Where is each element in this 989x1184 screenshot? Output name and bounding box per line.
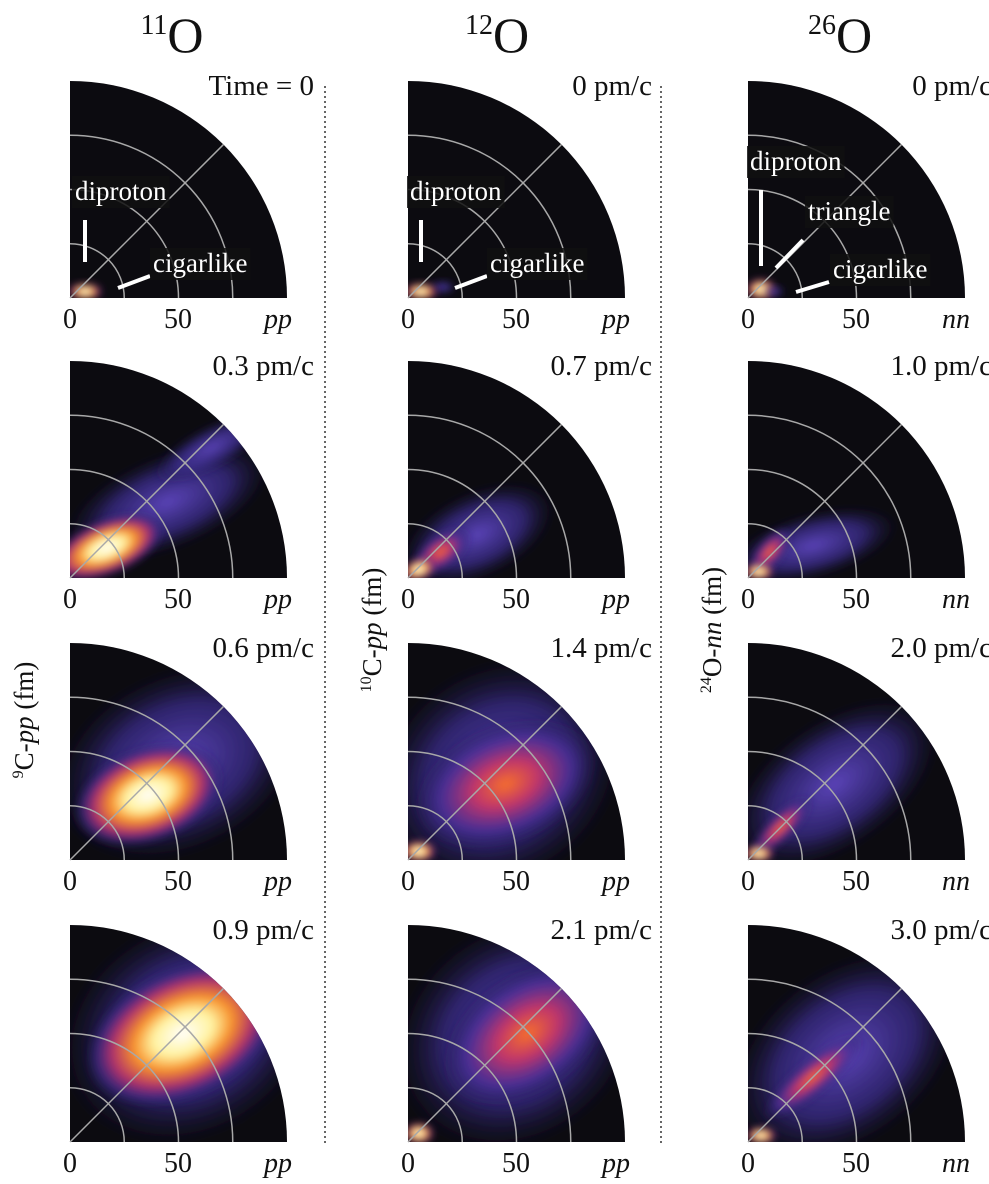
x-axis-label: pp — [262, 584, 292, 615]
core: C- — [9, 743, 39, 770]
time-label: 0 pm/c — [912, 70, 989, 102]
density-panel — [22, 625, 335, 900]
x-tick-label: 0 — [741, 304, 755, 335]
time-label: 0.6 pm/c — [213, 632, 315, 664]
pair: nn — [697, 622, 727, 649]
mass-number: 26 — [808, 10, 836, 41]
x-tick-label: 0 — [63, 1148, 77, 1179]
density-blob — [401, 840, 436, 862]
x-tick-label: 50 — [164, 304, 192, 335]
time-label: 0.7 pm/c — [551, 350, 653, 382]
annotation: cigarlike — [153, 248, 247, 278]
x-tick-label: 50 — [502, 866, 530, 897]
x-axis-label: nn — [942, 1148, 970, 1179]
time-label: 1.4 pm/c — [551, 632, 653, 664]
mass-number: 12 — [465, 10, 493, 41]
mass-number: 24 — [698, 677, 715, 693]
mass-number: 9 — [10, 770, 27, 778]
annotation: diproton — [750, 146, 842, 176]
x-tick-label: 0 — [401, 304, 415, 335]
time-label: 2.1 pm/c — [551, 914, 653, 946]
x-axis-label: pp — [600, 866, 630, 897]
x-axis-label: nn — [942, 866, 970, 897]
x-tick-label: 0 — [401, 584, 415, 615]
x-tick-label: 50 — [842, 866, 870, 897]
x-axis-label: pp — [262, 304, 292, 335]
x-tick-label: 50 — [164, 584, 192, 615]
x-axis-label: pp — [262, 1148, 292, 1179]
time-label: Time = 0 — [208, 70, 314, 102]
density-panel — [40, 361, 287, 597]
core: C- — [357, 649, 387, 676]
core: O- — [697, 649, 727, 678]
x-tick-label: 50 — [502, 584, 530, 615]
annotation: diproton — [410, 176, 502, 206]
x-tick-label: 50 — [842, 1148, 870, 1179]
time-label: 2.0 pm/c — [891, 632, 989, 664]
density-panel — [690, 907, 989, 1184]
x-tick-label: 50 — [842, 584, 870, 615]
unit: (fm) — [697, 567, 727, 622]
element-symbol: O — [836, 7, 872, 63]
density — [68, 283, 103, 300]
x-tick-label: 50 — [164, 1148, 192, 1179]
x-tick-label: 0 — [741, 866, 755, 897]
unit: (fm) — [9, 662, 39, 717]
x-tick-label: 50 — [502, 304, 530, 335]
x-axis-label: pp — [600, 304, 630, 335]
density-blob — [68, 283, 103, 300]
column-title: 12O — [465, 7, 529, 63]
x-tick-label: 0 — [63, 304, 77, 335]
column-title: 26O — [808, 7, 872, 63]
mass-number: 10 — [358, 676, 375, 692]
annotation: triangle — [808, 196, 890, 226]
x-axis-label: pp — [600, 584, 630, 615]
x-axis-label: nn — [942, 304, 970, 335]
annotation: diproton — [75, 176, 167, 206]
annotation: cigarlike — [490, 248, 584, 278]
element-symbol: O — [493, 7, 529, 63]
x-axis-label: nn — [942, 584, 970, 615]
density-blob — [763, 286, 785, 297]
pair: pp — [357, 622, 387, 651]
density-panel — [384, 361, 625, 609]
unit: (fm) — [357, 568, 387, 623]
time-label: 0.3 pm/c — [213, 350, 315, 382]
density-panel — [721, 361, 965, 599]
x-tick-label: 0 — [741, 1148, 755, 1179]
x-tick-label: 0 — [63, 584, 77, 615]
x-tick-label: 0 — [741, 584, 755, 615]
time-label: 1.0 pm/c — [891, 350, 989, 382]
time-label: 0 pm/c — [572, 70, 652, 102]
column-title: 11O — [140, 7, 203, 63]
x-tick-label: 50 — [842, 304, 870, 335]
pair: pp — [9, 716, 39, 745]
y-axis-label: 24O-nn (fm) — [697, 567, 727, 693]
element-symbol: O — [167, 7, 203, 63]
x-tick-label: 50 — [164, 866, 192, 897]
x-tick-label: 0 — [401, 1148, 415, 1179]
x-axis-label: pp — [262, 866, 292, 897]
mass-number: 11 — [140, 10, 167, 41]
y-axis-label: 9C-pp (fm) — [9, 662, 39, 779]
time-label: 3.0 pm/c — [891, 914, 989, 946]
x-tick-label: 0 — [63, 866, 77, 897]
x-axis-label: pp — [600, 1148, 630, 1179]
x-tick-label: 0 — [401, 866, 415, 897]
figure: 11O9C-pp (fm)Time = 0050ppdiprotoncigarl… — [0, 0, 989, 1184]
y-axis-label: 10C-pp (fm) — [357, 568, 387, 693]
x-tick-label: 50 — [502, 1148, 530, 1179]
time-label: 0.9 pm/c — [213, 914, 315, 946]
annotation: cigarlike — [833, 254, 927, 284]
